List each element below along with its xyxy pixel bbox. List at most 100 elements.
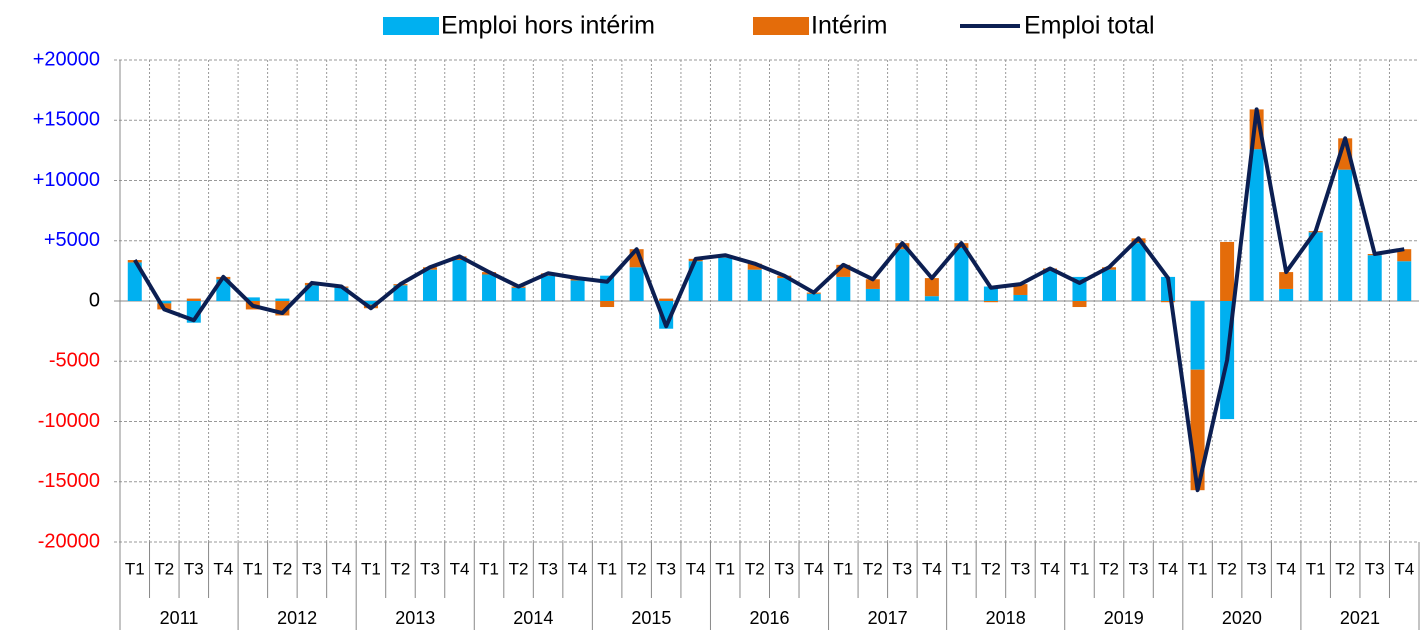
bar bbox=[186, 298, 201, 301]
bar bbox=[482, 274, 497, 301]
x-tick-label: T2 bbox=[863, 559, 883, 578]
bar bbox=[422, 269, 437, 301]
x-tick-label: T2 bbox=[272, 559, 292, 578]
x-tick-label: T4 bbox=[450, 559, 470, 578]
year-label: 2011 bbox=[160, 608, 199, 628]
bar bbox=[1249, 149, 1264, 301]
y-tick-label: -5000 bbox=[49, 350, 100, 372]
year-label: 2019 bbox=[1104, 608, 1144, 628]
line bbox=[133, 107, 1405, 493]
bar bbox=[511, 287, 526, 301]
x-tick-label: T3 bbox=[1365, 559, 1385, 578]
year-label: 2021 bbox=[1340, 608, 1380, 628]
x-tick-label: T1 bbox=[1070, 559, 1090, 578]
y-tick-label: -10000 bbox=[38, 410, 100, 432]
x-tick-label: T2 bbox=[154, 559, 174, 578]
x-tick-label: T2 bbox=[1099, 559, 1119, 578]
bar bbox=[747, 263, 762, 270]
year-label: 2017 bbox=[868, 608, 908, 628]
x-tick-label: T3 bbox=[1011, 559, 1031, 578]
bar bbox=[1397, 249, 1412, 262]
y-tick-label: -20000 bbox=[38, 530, 100, 552]
bar bbox=[836, 276, 851, 301]
y-tick-label: 0 bbox=[89, 289, 100, 311]
x-tick-label: T4 bbox=[686, 559, 706, 578]
x-tick-label: T2 bbox=[981, 559, 1001, 578]
bar bbox=[245, 297, 260, 301]
bar bbox=[718, 257, 733, 301]
bar bbox=[1161, 301, 1176, 303]
bar bbox=[1367, 255, 1382, 301]
bar bbox=[1013, 284, 1028, 295]
bar bbox=[629, 267, 644, 301]
bar bbox=[1190, 301, 1205, 370]
bar bbox=[983, 301, 998, 303]
x-tick-label: T3 bbox=[1129, 559, 1149, 578]
x-tick-label: T4 bbox=[1276, 559, 1296, 578]
x-tick-label: T2 bbox=[509, 559, 529, 578]
year-label: 2014 bbox=[513, 608, 553, 628]
x-tick-label: T1 bbox=[1188, 559, 1208, 578]
x-tick-label: T3 bbox=[538, 559, 558, 578]
x-tick-label: T2 bbox=[745, 559, 765, 578]
bar bbox=[452, 260, 467, 301]
bar bbox=[1013, 294, 1028, 301]
bar bbox=[924, 278, 939, 297]
x-tick-label: T1 bbox=[715, 559, 735, 578]
year-label: 2018 bbox=[986, 608, 1026, 628]
x-tick-label: T1 bbox=[1306, 559, 1326, 578]
x-tick-label: T3 bbox=[420, 559, 440, 578]
x-tick-label: T1 bbox=[833, 559, 853, 578]
year-label: 2016 bbox=[749, 608, 789, 628]
legend-label: Intérim bbox=[811, 12, 887, 40]
x-tick-label: T3 bbox=[1247, 559, 1267, 578]
bar bbox=[954, 247, 969, 301]
legend-label: Emploi total bbox=[1024, 12, 1155, 40]
x-tick-label: T2 bbox=[627, 559, 647, 578]
year-label: 2020 bbox=[1222, 608, 1262, 628]
bar bbox=[275, 298, 290, 301]
x-tick-label: T4 bbox=[922, 559, 942, 578]
y-tick-label: +5000 bbox=[44, 229, 100, 251]
bar bbox=[924, 296, 939, 301]
bar bbox=[1102, 269, 1117, 301]
bar bbox=[747, 269, 762, 301]
bar bbox=[1279, 272, 1294, 289]
x-tick-label: T4 bbox=[1394, 559, 1414, 578]
x-tick-label: T1 bbox=[125, 559, 145, 578]
x-tick-label: T1 bbox=[361, 559, 381, 578]
x-tick-label: T1 bbox=[951, 559, 971, 578]
x-tick-label: T2 bbox=[1217, 559, 1237, 578]
year-label: 2013 bbox=[395, 608, 435, 628]
x-tick-label: T2 bbox=[391, 559, 411, 578]
x-tick-label: T3 bbox=[892, 559, 912, 578]
y-tick-label: +10000 bbox=[33, 169, 100, 191]
bar bbox=[659, 298, 674, 301]
x-tick-label: T2 bbox=[1335, 559, 1355, 578]
x-tick-label: T3 bbox=[302, 559, 322, 578]
bar bbox=[600, 301, 615, 308]
x-tick-label: T3 bbox=[184, 559, 204, 578]
bar bbox=[895, 249, 910, 301]
x-tick-label: T1 bbox=[243, 559, 263, 578]
y-tick-label: +15000 bbox=[33, 109, 100, 131]
bar bbox=[541, 275, 556, 301]
bar bbox=[1397, 261, 1412, 301]
x-tick-label: T1 bbox=[479, 559, 499, 578]
legend-label: Emploi hors intérim bbox=[441, 12, 655, 40]
x-tick-label: T4 bbox=[1040, 559, 1060, 578]
year-label: 2012 bbox=[277, 608, 317, 628]
bar bbox=[1072, 301, 1087, 308]
y-tick-label: -15000 bbox=[38, 470, 100, 492]
bar bbox=[1220, 241, 1235, 301]
bar bbox=[1042, 270, 1057, 301]
x-tick-label: T4 bbox=[804, 559, 824, 578]
x-tick-label: T3 bbox=[774, 559, 794, 578]
bar bbox=[1308, 232, 1323, 301]
x-tick-label: T3 bbox=[656, 559, 676, 578]
bar bbox=[127, 262, 142, 301]
bar bbox=[983, 286, 998, 301]
legend-swatch bbox=[383, 17, 439, 35]
x-tick-label: T4 bbox=[1158, 559, 1178, 578]
